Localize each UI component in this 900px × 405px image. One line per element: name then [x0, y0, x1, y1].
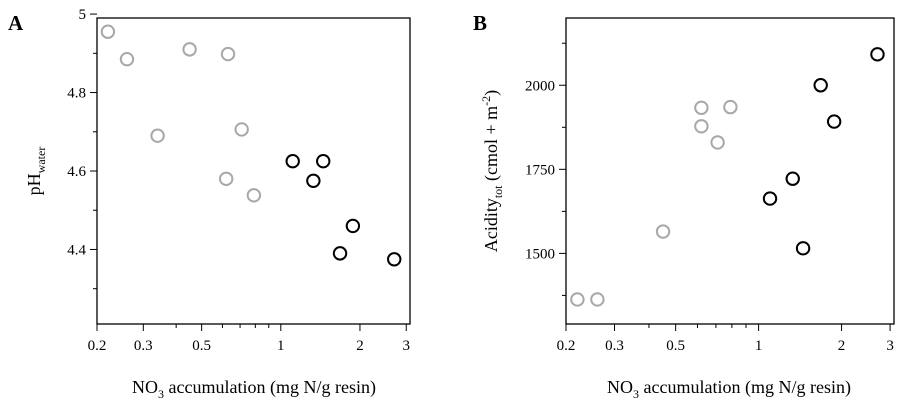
y-tick-label: 5: [79, 7, 87, 23]
x-tick-label: 2: [356, 338, 364, 354]
x-tick-label: 0.3: [134, 338, 153, 354]
x-axis-title-a: NO3 accumulation (mg N/g resin): [132, 377, 376, 401]
data-point-black: [332, 246, 348, 261]
data-point-gray: [234, 122, 249, 137]
data-point-gray: [694, 119, 709, 134]
data-point-black: [306, 173, 321, 189]
data-point-gray: [655, 224, 671, 239]
data-point-gray: [220, 46, 236, 62]
panel-letter-a: A: [8, 11, 24, 35]
y-tick-label: 1500: [525, 246, 555, 262]
panel-b: B 0.2 0.3 0.5 1 2 3 1500 1750 2000 NO3 accumula…: [473, 11, 895, 401]
data-point-gray: [100, 24, 116, 39]
data-point-black: [785, 171, 800, 186]
data-point-black: [762, 191, 778, 206]
y-axis-title-a: pHwater: [24, 147, 48, 196]
y-tick-label: 2000: [525, 78, 555, 94]
y-tick-label: 4.4: [67, 242, 86, 258]
points-b: [570, 47, 885, 307]
x-tick-label: 0.5: [192, 338, 211, 354]
data-point-black: [316, 153, 331, 169]
plot-frame-a: [96, 17, 411, 325]
data-point-gray: [219, 171, 234, 187]
x-tick-label: 3: [886, 338, 894, 354]
plot-frame-b: [565, 17, 895, 325]
data-point-black: [387, 252, 402, 267]
data-point-black: [813, 78, 828, 93]
x-axis-title-b: NO3 accumulation (mg N/g resin): [607, 377, 851, 401]
data-point-gray: [590, 292, 605, 307]
x-ticks-a: 0.2 0.3 0.5 1 2 3: [88, 324, 410, 354]
x-tick-label: 0.3: [605, 338, 624, 354]
y-tick-label: 4.8: [67, 86, 86, 102]
data-point-black: [285, 153, 300, 169]
x-tick-label: 3: [403, 338, 411, 354]
y-ticks-a: 4.4 4.6 4.8 5: [67, 7, 97, 290]
data-point-black: [826, 114, 842, 129]
data-point-black: [345, 218, 361, 234]
data-point-gray: [119, 51, 135, 67]
data-point-gray: [710, 135, 725, 150]
x-tick-label: 1: [277, 338, 285, 354]
data-point-gray: [150, 128, 165, 143]
panel-letter-b: B: [473, 11, 487, 35]
y-tick-label: 1750: [525, 162, 555, 178]
x-tick-label: 1: [755, 338, 763, 354]
x-tick-label: 0.2: [557, 338, 576, 354]
x-tick-label: 2: [838, 338, 846, 354]
y-axis-title-b: Aciditytot (cmol + m-2): [479, 90, 505, 252]
data-point-gray: [694, 100, 709, 115]
data-point-gray: [723, 99, 738, 115]
data-point-black: [795, 241, 811, 256]
y-tick-label: 4.6: [67, 164, 86, 180]
y-ticks-b: 1500 1750 2000: [525, 42, 566, 296]
data-point-gray: [246, 188, 262, 203]
x-tick-label: 0.5: [666, 338, 685, 354]
data-point-black: [870, 47, 885, 62]
points-a: [100, 24, 402, 267]
data-point-gray: [570, 292, 585, 307]
x-ticks-b: 0.2 0.3 0.5 1 2 3: [557, 324, 894, 354]
panel-a: A 0.2 0.3 0.5 1 2 3 4.4 4.6 4.8 5 NO3 accumulati…: [8, 7, 411, 401]
data-point-gray: [182, 42, 197, 57]
x-tick-label: 0.2: [88, 338, 107, 354]
